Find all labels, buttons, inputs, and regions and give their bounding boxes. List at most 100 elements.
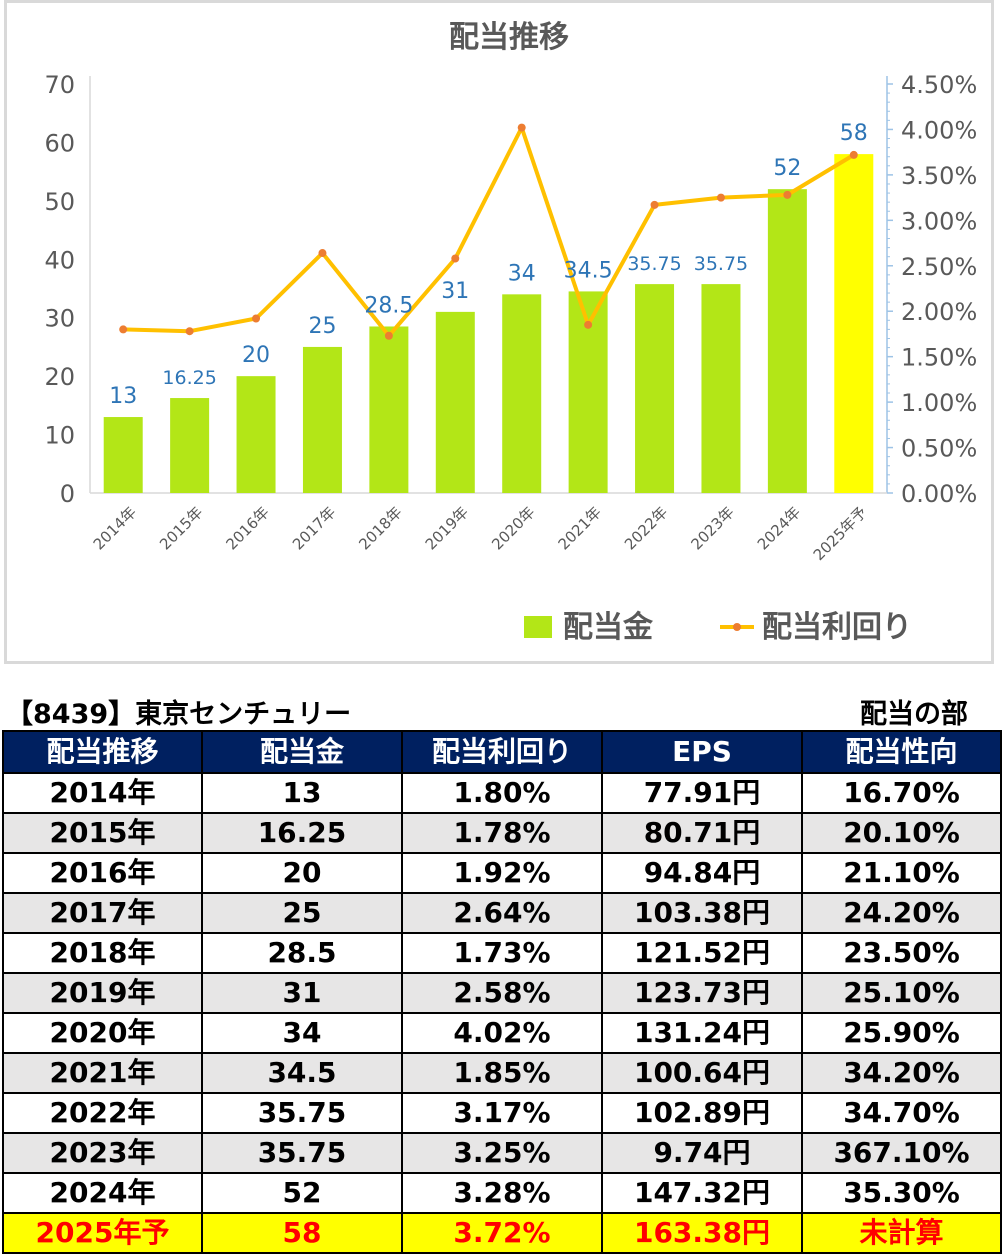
cell-yield: 3.72% [401,1212,603,1254]
cell-yield: 1.78% [401,812,603,854]
cell-eps: 80.71円 [601,812,803,854]
cell-payout: 20.10% [801,812,1002,854]
cell-yield: 4.02% [401,1012,603,1054]
cell-year: 2015年 [2,812,203,854]
x-tick-label: 2016年 [223,503,273,553]
yield-point [318,249,327,258]
bar-data-label: 25 [308,314,336,339]
cell-payout: 23.50% [801,932,1002,974]
table-row: 2015年 16.25 1.78% 80.71円 20.10% [2,812,1002,854]
right-tick-label: 2.00% [901,298,977,326]
cell-eps: 131.24円 [601,1012,803,1054]
yield-point [849,150,858,159]
bar [635,284,675,493]
dividend-table: 配当推移 配当金 配当利回り EPS 配当性向 2014年 13 1.80% 77.9… [2,730,1002,1254]
cell-year: 2022年 [2,1092,203,1134]
right-tick-label: 3.00% [901,207,977,235]
cell-yield: 2.58% [401,972,603,1014]
cell-payout: 34.20% [801,1052,1002,1094]
cell-payout: 21.10% [801,852,1002,894]
yield-point [451,254,460,263]
table-body: 2014年 13 1.80% 77.91円 16.70% 2015年 16.25 1.78% 8… [2,772,1002,1254]
cell-payout: 367.10% [801,1132,1002,1174]
cell-dividend: 35.75 [201,1132,403,1174]
x-tick-label: 2023年 [687,503,737,553]
cell-payout: 未計算 [801,1212,1002,1254]
cell-yield: 1.80% [401,772,603,814]
bar [435,311,475,493]
bar-data-label: 34.5 [564,258,613,283]
yield-point [119,325,128,334]
header-year: 配当推移 [2,730,203,774]
x-tick-label: 2017年 [289,503,339,553]
cell-year: 2017年 [2,892,203,934]
cell-payout: 34.70% [801,1092,1002,1134]
cell-eps: 121.52円 [601,932,803,974]
cell-yield: 3.17% [401,1092,603,1134]
table-row: 2021年 34.5 1.85% 100.64円 34.20% [2,1052,1002,1094]
yield-point [252,314,261,323]
right-tick-label: 4.00% [901,116,977,144]
cell-payout: 16.70% [801,772,1002,814]
left-tick-label: 20 [44,363,75,391]
cell-yield: 1.73% [401,932,603,974]
legend-line-marker [733,623,741,631]
table-row: 2016年 20 1.92% 94.84円 21.10% [2,852,1002,894]
cell-yield: 3.25% [401,1132,603,1174]
bar [834,154,874,493]
cell-year: 2014年 [2,772,203,814]
right-tick-label: 0.50% [901,435,977,463]
bar-data-label: 20 [242,343,270,368]
bar [302,346,342,493]
right-tick-label: 4.50% [901,71,977,99]
right-tick-label: 3.50% [901,162,977,190]
x-tick-label: 2025年予 [810,503,871,564]
cell-payout: 24.20% [801,892,1002,934]
x-tick-label: 2022年 [621,503,671,553]
yield-point [783,190,792,199]
table-row: 2019年 31 2.58% 123.73円 25.10% [2,972,1002,1014]
cell-yield: 3.28% [401,1172,603,1214]
right-tick-label: 2.50% [901,253,977,281]
header-dividend: 配当金 [201,730,403,774]
table-row: 2022年 35.75 3.17% 102.89円 34.70% [2,1092,1002,1134]
bar-data-label: 52 [773,156,801,181]
yield-point [517,123,526,132]
yield-point [650,200,659,209]
yield-point [384,331,393,340]
right-tick-label: 1.00% [901,389,977,417]
left-tick-label: 60 [44,129,75,157]
cell-dividend: 34 [201,1012,403,1054]
table-row: 2014年 13 1.80% 77.91円 16.70% [2,772,1002,814]
cell-dividend: 52 [201,1172,403,1214]
bar [103,417,143,493]
cell-eps: 103.38円 [601,892,803,934]
left-tick-label: 50 [44,188,75,216]
cell-dividend: 58 [201,1212,403,1254]
cell-dividend: 25 [201,892,403,934]
cell-eps: 100.64円 [601,1052,803,1094]
left-tick-label: 0 [60,480,75,508]
section-label: 配当の部 [860,699,968,730]
cell-year: 2016年 [2,852,203,894]
cell-year: 2021年 [2,1052,203,1094]
bar-data-label: 28.5 [364,293,413,318]
bar [170,398,210,493]
left-tick-label: 30 [44,305,75,333]
yield-point [584,320,593,329]
cell-eps: 123.73円 [601,972,803,1014]
bar [369,326,409,493]
cell-eps: 9.74円 [601,1132,803,1174]
chart-title: 配当推移 [449,20,569,55]
bar-data-label: 35.75 [694,253,748,275]
bar [701,284,741,493]
bar [236,376,276,493]
table-row: 2018年 28.5 1.73% 121.52円 23.50% [2,932,1002,974]
header-yield: 配当利回り [401,730,603,774]
left-tick-label: 10 [44,422,75,450]
cell-dividend: 35.75 [201,1092,403,1134]
cell-eps: 147.32円 [601,1172,803,1214]
x-tick-label: 2018年 [355,503,405,553]
cell-year: 2024年 [2,1172,203,1214]
cell-dividend: 34.5 [201,1052,403,1094]
